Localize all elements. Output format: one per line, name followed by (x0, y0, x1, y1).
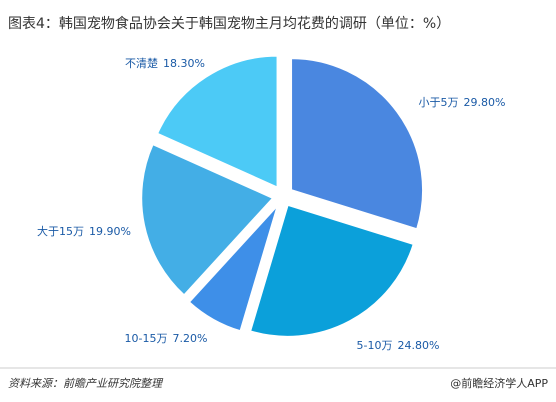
slice-value: 19.90% (89, 225, 131, 238)
slice-label: 10-15万 7.20% (125, 332, 208, 345)
slice-value: 24.80% (398, 339, 440, 352)
slice-value: 29.80% (464, 96, 506, 109)
chart-title: 图表4：韩国宠物食品协会关于韩国宠物主月均花费的调研（单位：%） (8, 15, 450, 32)
credit: @前瞻经济学人APP (450, 376, 548, 390)
pie-slice (290, 57, 425, 231)
slice-category: 小于5万 (419, 96, 459, 109)
slice-value: 18.30% (163, 57, 205, 70)
slice-category: 10-15万 (125, 332, 168, 345)
slice-value: 7.20% (173, 332, 208, 345)
source: 资料来源：前瞻产业研究院整理 (8, 377, 164, 390)
slice-label: 小于5万 29.80% (419, 96, 506, 109)
slice-label: 大于15万 19.90% (37, 224, 131, 238)
slice-category: 不清楚 (125, 56, 158, 70)
slice-label: 5-10万 24.80% (357, 339, 440, 352)
pie-slice (140, 142, 275, 297)
pie-slice (155, 54, 279, 190)
pie-slice (187, 204, 280, 333)
slice-label: 不清楚 18.30% (125, 56, 205, 70)
slice-category: 5-10万 (357, 339, 393, 352)
slice-category: 大于15万 (37, 224, 84, 238)
pie-slice (248, 203, 416, 338)
